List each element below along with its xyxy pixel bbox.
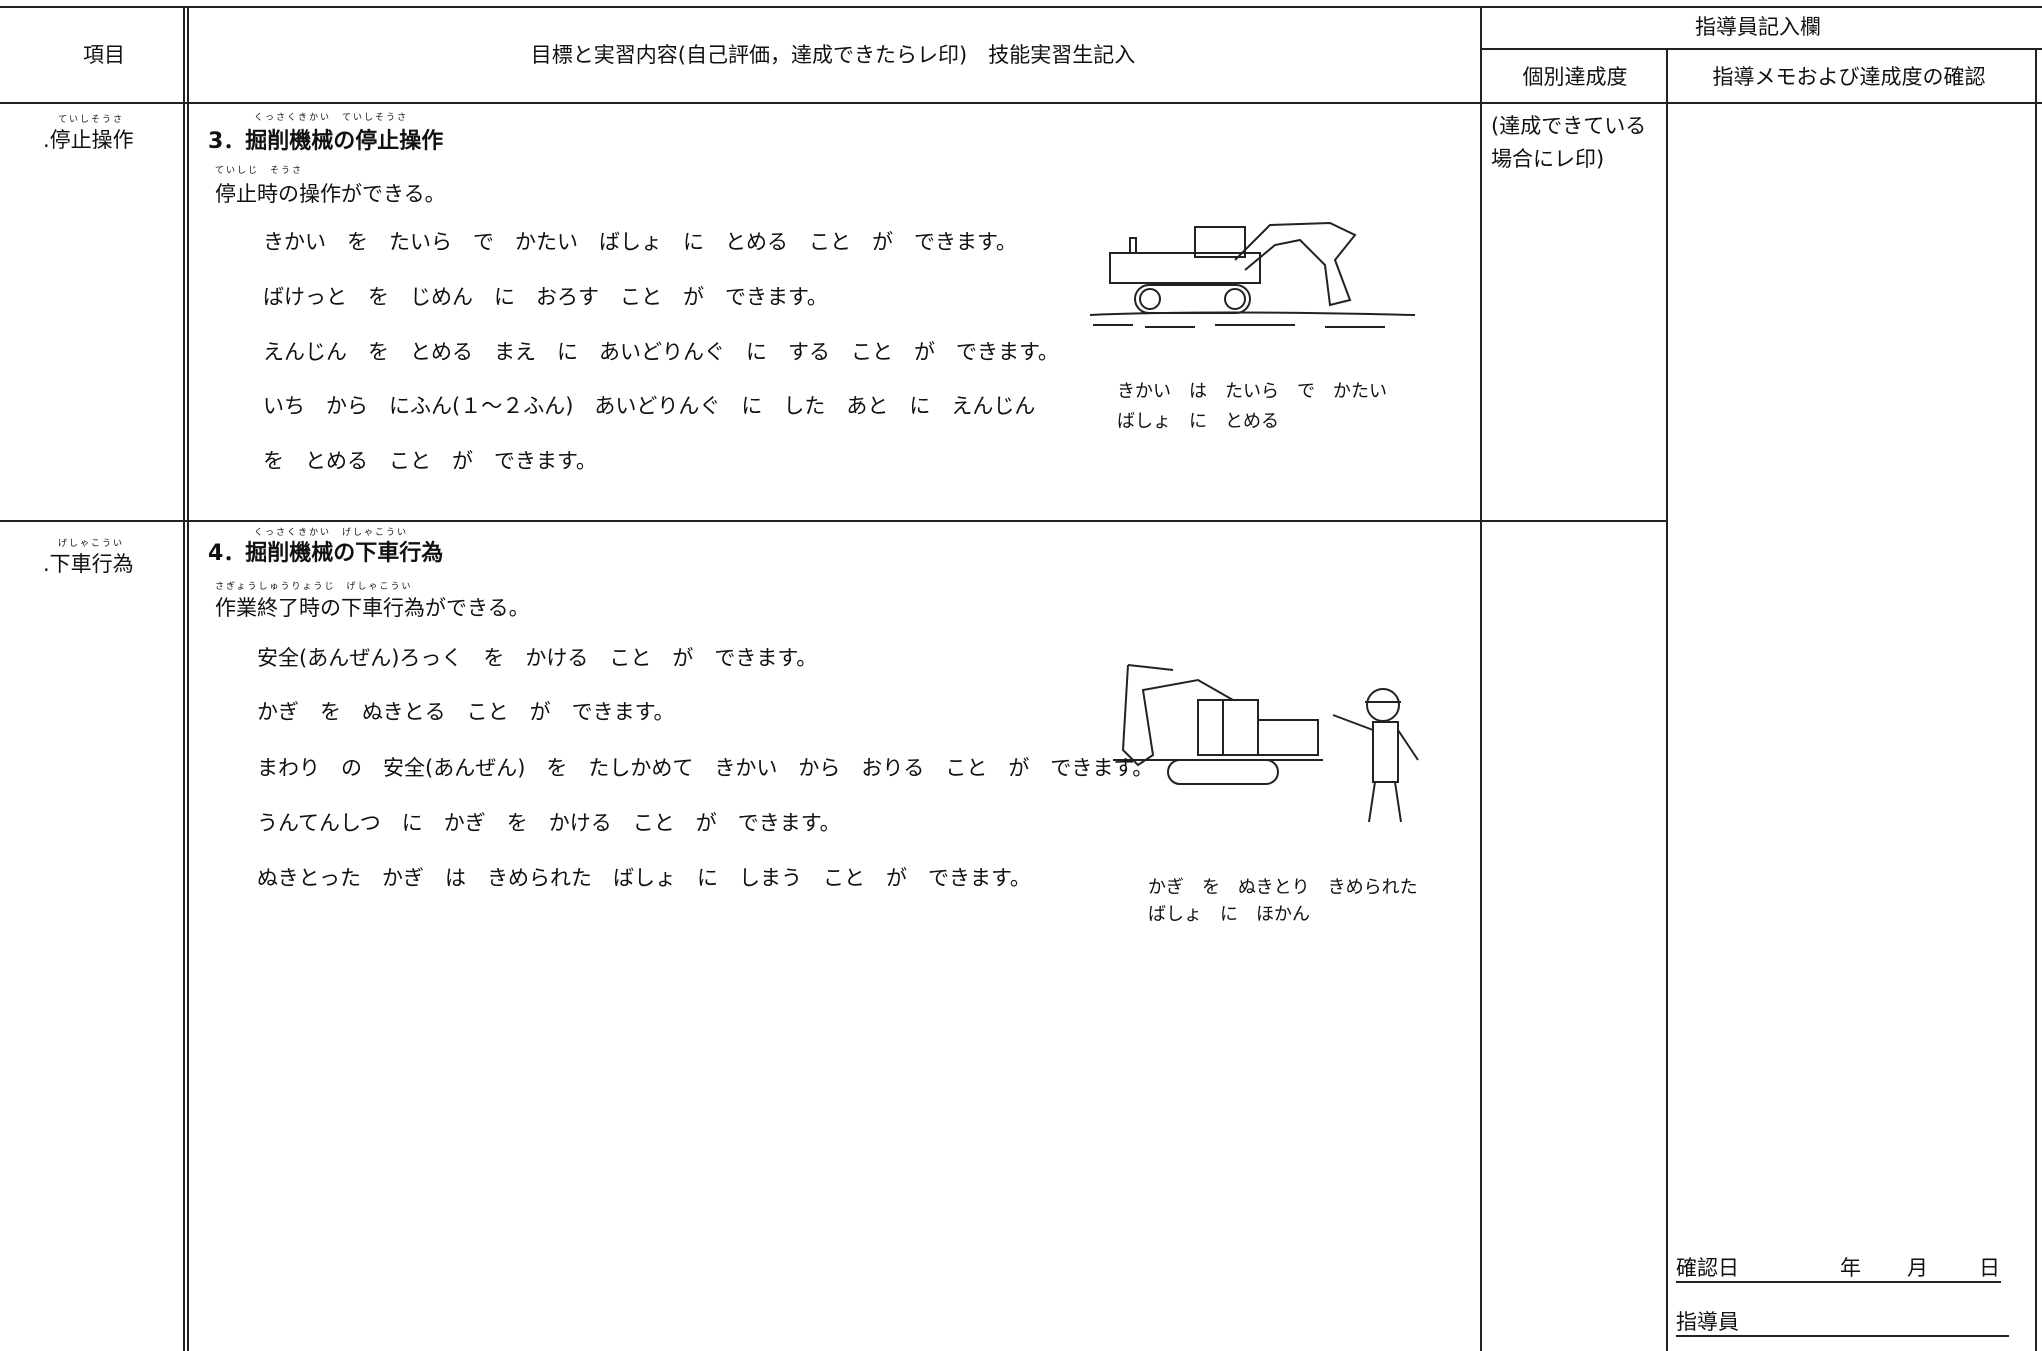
border [1480, 48, 2042, 50]
operator-illustration [1113, 664, 1419, 823]
item-name: .下車行為 [43, 552, 134, 576]
goal-text: 作業終了時の下車行為ができる。 [215, 596, 530, 620]
instructor-line: 指導員 [1676, 1312, 2009, 1337]
item-ruby: げしゃこうい [58, 539, 125, 549]
border [1480, 6, 1482, 1351]
border [187, 6, 189, 1351]
illustration-caption: きかい は たいら で かたい [1117, 381, 1387, 402]
step-text: きかい を たいら で かたい ばしょ に とめる こと が できます。 [263, 230, 1017, 254]
header-cell: 指導員記入欄 [1695, 15, 1821, 39]
label: 指導員 [1676, 1310, 1739, 1334]
step-text: まわり の 安全(あんぜん) を たしかめて きかい から おりる こと が で… [257, 756, 1154, 780]
border [0, 6, 2042, 8]
header-cell: 個別達成度 [1522, 65, 1628, 89]
goal-ruby: ていしじ そうさ [215, 166, 304, 176]
border [2035, 48, 2037, 1351]
label: 日 [1979, 1256, 2000, 1280]
border [0, 520, 1667, 522]
item-name: .停止操作 [43, 128, 134, 152]
step-text: かぎ を ぬきとる こと が できます。 [257, 700, 675, 724]
label: 月 [1907, 1256, 1928, 1280]
illustration-caption: かぎ を ぬきとり きめられた [1148, 877, 1418, 898]
label: 年 [1840, 1256, 1861, 1280]
label: 確認日 [1676, 1256, 1739, 1280]
excavator-illustration [1089, 221, 1416, 328]
border [0, 102, 2042, 104]
step-text: いち から にふん(１～２ふん) あいどりんぐ に した あと に えんじん [263, 394, 1036, 418]
confirm-date-line: 確認日 [1676, 1258, 2001, 1283]
achievement-note: 場合にレ印) [1491, 147, 1605, 171]
border [183, 6, 185, 1351]
step-text: うんてんしつ に かぎ を かける こと が できます。 [257, 811, 841, 835]
step-text: ぬきとった かぎ は きめられた ばしょ に しまう こと が できます。 [257, 866, 1031, 890]
header-cell: 指導メモおよび達成度の確認 [1712, 65, 1986, 89]
illustration-caption: ばしょ に とめる [1117, 411, 1279, 432]
item-ruby: ていしそうさ [58, 115, 125, 125]
section-heading: 4．掘削機械の下車行為 [208, 541, 444, 566]
header-cell: 項目 [83, 43, 125, 67]
goal-ruby: さぎょうしゅうりょうじ げしゃこうい [215, 582, 413, 592]
section-heading: 3．掘削機械の停止操作 [208, 129, 444, 154]
heading-ruby: くっさくきかい ていしそうさ [254, 113, 409, 123]
header-cell: 目標と実習内容(自己評価，達成できたらレ印) 技能実習生記入 [530, 43, 1136, 67]
achievement-note: (達成できている [1491, 114, 1647, 138]
step-text: 安全(あんぜん)ろっく を かける こと が できます。 [257, 646, 818, 670]
heading-ruby: くっさくきかい げしゃこうい [254, 528, 409, 538]
goal-text: 停止時の操作ができる。 [215, 182, 446, 206]
step-text: ばけっと を じめん に おろす こと が できます。 [263, 285, 828, 309]
border [1666, 48, 1668, 1351]
step-text: を とめる こと が できます。 [263, 449, 597, 473]
step-text: えんじん を とめる まえ に あいどりんぐ に する こと が できます。 [263, 340, 1059, 364]
illustration-caption: ばしょ に ほかん [1148, 904, 1310, 925]
